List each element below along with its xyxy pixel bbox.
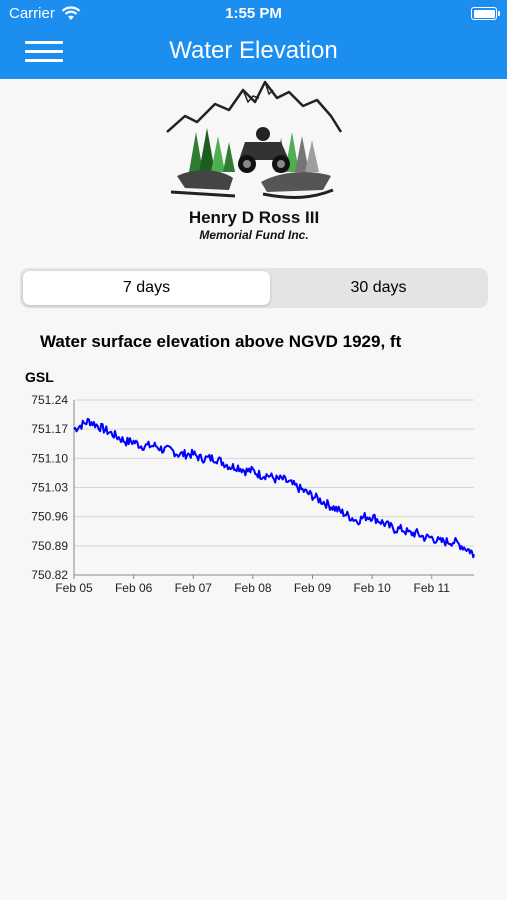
status-bar: Carrier 1:55 PM xyxy=(0,0,507,28)
elevation-chart: 751.24 751.17 751.10 751.03 750.96 750.89 750.… xyxy=(31,393,475,595)
wifi-icon xyxy=(61,6,81,20)
y-tick-label: 750.96 xyxy=(31,510,68,524)
y-tick-label: 750.89 xyxy=(31,539,68,553)
logo-title: Henry D Ross III xyxy=(188,208,320,227)
chart-title: Water surface elevation above NGVD 1929,… xyxy=(40,332,402,351)
series-line xyxy=(73,417,475,559)
x-tick-label: Feb 06 xyxy=(115,581,153,595)
logo-graphic xyxy=(166,80,343,199)
x-tick-label: Feb 11 xyxy=(414,581,451,595)
chart-unit-label: GSL xyxy=(25,369,54,385)
x-tick-label: Feb 07 xyxy=(175,581,213,595)
y-tick-label: 750.82 xyxy=(31,568,68,582)
logo-subtitle: Memorial Fund Inc. xyxy=(199,228,309,242)
navigation-bar: Carrier 1:55 PM Water Elevation xyxy=(0,0,507,79)
battery-icon xyxy=(471,7,500,20)
x-tick-label: Feb 08 xyxy=(234,581,272,595)
hamburger-icon[interactable] xyxy=(25,41,63,63)
status-time: 1:55 PM xyxy=(225,5,282,22)
y-tick-label: 751.24 xyxy=(31,393,68,407)
x-tick-label: Feb 09 xyxy=(294,581,332,595)
range-segmented-control: 7 days 30 days xyxy=(20,268,488,308)
segment-7-days[interactable]: 7 days xyxy=(23,271,270,305)
carrier-label: Carrier xyxy=(9,5,55,22)
segment-30-days[interactable]: 30 days xyxy=(350,279,407,296)
page-title: Water Elevation xyxy=(169,37,338,64)
x-tick-label: Feb 05 xyxy=(55,581,93,595)
logo: Henry D Ross III Memorial Fund Inc. xyxy=(163,80,345,248)
y-tick-label: 751.17 xyxy=(31,422,68,436)
x-tick-label: Feb 10 xyxy=(353,581,391,595)
y-tick-label: 751.10 xyxy=(31,451,68,465)
y-tick-label: 751.03 xyxy=(31,481,68,495)
